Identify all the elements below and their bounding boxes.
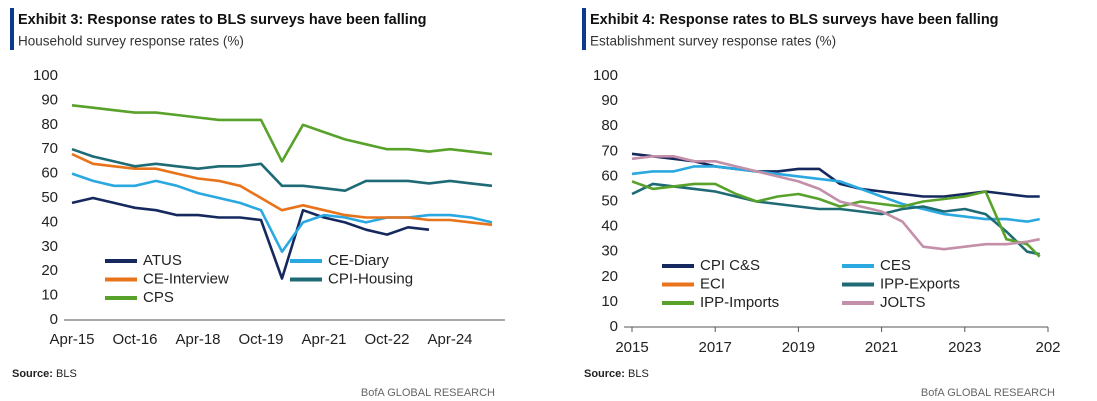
legend-label: CPS <box>143 289 174 306</box>
legend-label: CE-Interview <box>143 270 229 287</box>
legend-label: CPI C&S <box>700 257 760 274</box>
series-line <box>71 147 493 192</box>
y-tick-label: 90 <box>41 91 58 108</box>
y-tick-label: 20 <box>41 262 58 279</box>
chart-subtitle: Household survey response rates (%) <box>18 34 244 49</box>
y-tick-label: 100 <box>33 67 58 84</box>
y-tick-label: 50 <box>601 192 618 209</box>
y-tick-label: 70 <box>601 142 618 159</box>
series-line <box>631 155 1040 251</box>
y-tick-label: 50 <box>41 189 58 206</box>
y-tick-label: 20 <box>601 268 618 285</box>
footer: BofA GLOBAL RESEARCH <box>921 387 1055 399</box>
y-tick-label: 40 <box>41 213 58 230</box>
series-line <box>71 196 430 280</box>
x-tick-label: Apr-24 <box>427 331 472 348</box>
y-tick-label: 30 <box>41 238 58 255</box>
legend-label: CPI-Housing <box>328 270 413 287</box>
y-tick-label: 90 <box>601 92 618 109</box>
y-tick-label: 10 <box>601 293 618 310</box>
y-tick-label: 60 <box>41 165 58 182</box>
series-line <box>631 180 1041 258</box>
source-label: Source: <box>584 368 625 380</box>
y-tick-label: 0 <box>610 318 618 335</box>
legend-label: ATUS <box>143 252 182 269</box>
source: BLS <box>56 368 77 380</box>
chart-title: Exhibit 4: Response rates to BLS surveys… <box>590 12 999 28</box>
x-tick-label: 2015 <box>615 339 648 356</box>
y-tick-label: 10 <box>41 287 58 304</box>
x-tick-label: Apr-15 <box>49 331 94 348</box>
chart-subtitle: Establishment survey response rates (%) <box>590 34 836 49</box>
series-line <box>71 104 493 163</box>
legend-label: IPP-Exports <box>880 275 960 292</box>
x-tick-label: 2021 <box>865 339 898 356</box>
x-tick-label: 2019 <box>782 339 815 356</box>
legend-label: ECI <box>700 275 725 292</box>
x-tick-label: Apr-18 <box>175 331 220 348</box>
y-tick-label: 0 <box>50 311 58 328</box>
series-line <box>71 152 493 227</box>
chart-title: Exhibit 3: Response rates to BLS surveys… <box>18 12 427 28</box>
y-tick-label: 40 <box>601 218 618 235</box>
y-tick-label: 30 <box>601 243 618 260</box>
x-tick-label: Oct-22 <box>364 331 409 348</box>
title-marker <box>582 8 586 50</box>
legend-label: IPP-Imports <box>700 294 779 311</box>
x-tick-label: Oct-16 <box>112 331 157 348</box>
legend-label: CE-Diary <box>328 252 389 269</box>
series-line <box>631 182 1040 256</box>
y-tick-label: 70 <box>41 140 58 157</box>
y-tick-label: 100 <box>593 67 618 84</box>
y-tick-label: 60 <box>601 167 618 184</box>
y-tick-label: 80 <box>41 116 58 133</box>
x-tick-label: 202 <box>1035 339 1060 356</box>
x-tick-label: Oct-19 <box>238 331 283 348</box>
footer: BofA GLOBAL RESEARCH <box>361 387 495 399</box>
y-tick-label: 80 <box>601 117 618 134</box>
legend-label: CES <box>880 257 911 274</box>
source: BLS <box>628 368 649 380</box>
source-label: Source: <box>12 368 53 380</box>
legend-label: JOLTS <box>880 294 926 311</box>
x-tick-label: 2017 <box>699 339 732 356</box>
x-tick-label: Apr-21 <box>301 331 346 348</box>
series-line <box>631 165 1040 223</box>
x-tick-label: 2023 <box>948 339 981 356</box>
title-marker <box>10 8 14 50</box>
series-line <box>71 172 493 253</box>
